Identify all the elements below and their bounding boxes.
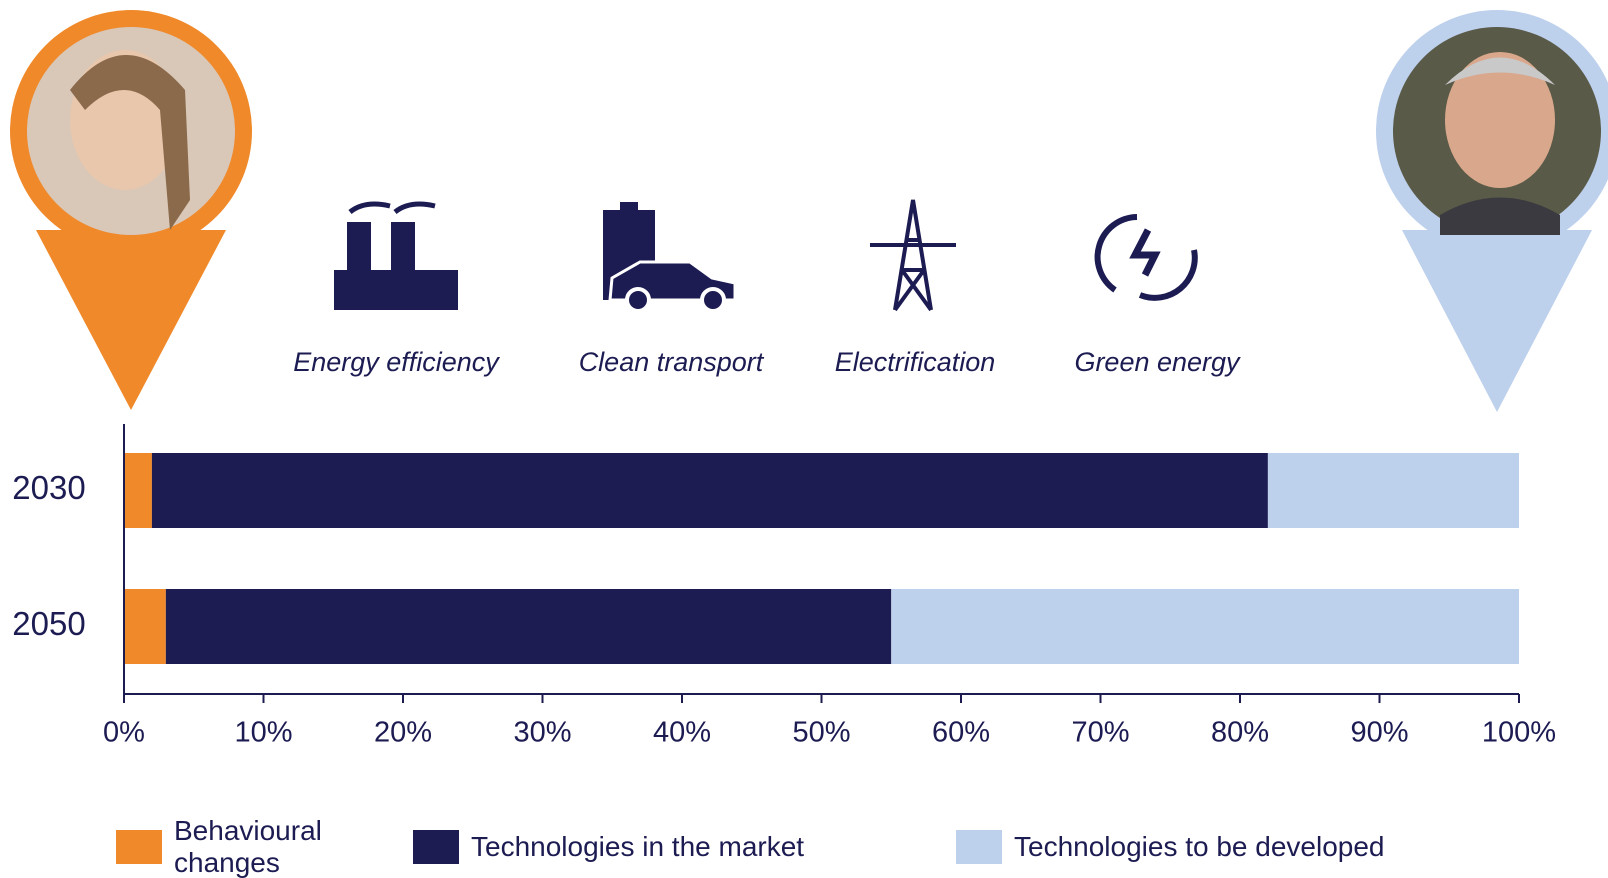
x-tick-label: 70% [1071,717,1129,749]
bar-segment [151,453,1268,528]
x-tick-label: 10% [234,717,292,749]
bar-segment [124,453,152,528]
legend-item: Technologies in the market [413,812,873,878]
x-tick-label: 80% [1211,717,1269,749]
legend-swatch [956,830,1002,864]
icon-label: Clean transport [579,347,765,377]
legend-item: Technologies to be developed [956,812,1456,878]
icon-label: Energy efficiency [293,347,500,377]
bar-segment [165,589,892,664]
x-tick-label: 30% [513,717,571,749]
legend-swatch [116,830,162,864]
bar-segment [1267,453,1519,528]
x-tick-label: 90% [1350,717,1408,749]
pin-right [1376,10,1608,412]
icon-label: Electrification [835,347,996,377]
x-tick-label: 0% [103,717,145,749]
legend-swatch [413,830,459,864]
icon-pylon [870,199,956,312]
x-tick-label: 100% [1482,717,1556,749]
legend-label: Technologies in the market [471,830,805,862]
x-tick-label: 60% [932,717,990,749]
icon-transport [603,202,737,313]
bar-segment [891,589,1519,664]
legend-label: Technologies to be developed [1014,830,1385,862]
icon-green [1094,214,1198,301]
icon-label: Green energy [1074,347,1241,377]
icon-factory [334,201,458,310]
x-tick-label: 50% [792,717,850,749]
x-tick-label: 20% [374,717,432,749]
legend-item: Behavioural changes [116,812,322,878]
y-tick-label: 2050 [12,605,85,642]
y-tick-label: 2030 [12,469,85,506]
x-tick-label: 40% [653,717,711,749]
legend-label: Behavioural changes [174,814,322,878]
pin-left [10,10,252,410]
bar-segment [124,589,166,664]
